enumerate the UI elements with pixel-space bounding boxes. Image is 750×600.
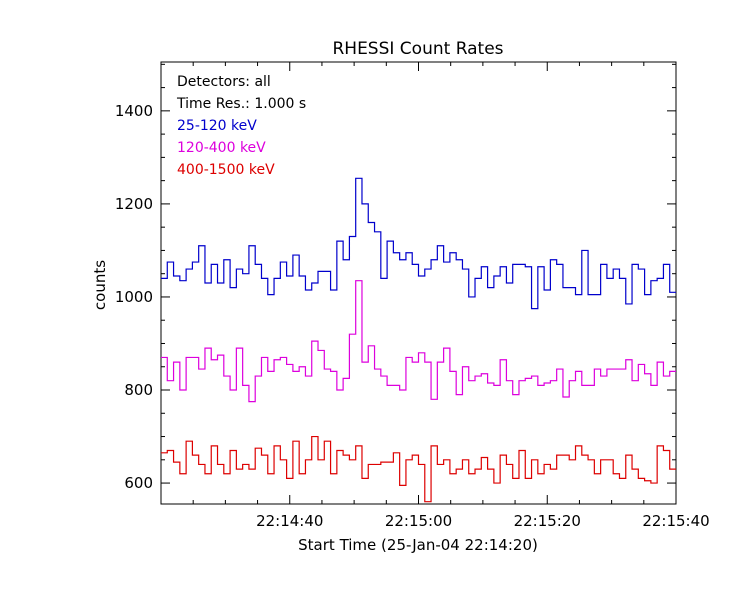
legend: Detectors: all Time Res.: 1.000 s 25-120… (176, 74, 306, 178)
x-tick-label: 22:15:00 (385, 512, 452, 530)
x-axis-label: Start Time (25-Jan-04 22:14:20) (298, 536, 538, 554)
legend-entry-400-1500: 400-1500 keV (177, 162, 275, 178)
y-tick-label: 1200 (115, 195, 153, 213)
y-axis-label: counts (91, 260, 109, 310)
y-tick-label: 800 (124, 381, 153, 399)
x-tick-label: 22:15:40 (642, 512, 709, 530)
y-tick-label: 1400 (115, 102, 153, 120)
legend-entry-120-400: 120-400 keV (177, 140, 266, 156)
legend-entry-25-120: 25-120 keV (177, 118, 257, 134)
y-tick-label: 1000 (115, 288, 153, 306)
series-120-400-kev (161, 280, 676, 403)
plot-area: 600 800 1000 1200 1400 22:14:40 22:15:00 22:15… (115, 61, 710, 530)
x-tick-label: 22:14:40 (256, 512, 323, 530)
series-layer (161, 177, 676, 503)
x-tick-label: 22:15:20 (514, 512, 581, 530)
annotation-detectors: Detectors: all (177, 74, 271, 90)
y-axis: 600 800 1000 1200 1400 (115, 63, 676, 492)
series-400-1500-kev (161, 435, 676, 503)
series-25-120-kev (161, 177, 676, 310)
x-axis: 22:14:40 22:15:00 22:15:20 22:15:40 (192, 62, 710, 530)
chart-title: RHESSI Count Rates (332, 39, 503, 59)
y-tick-label: 600 (124, 474, 153, 492)
annotation-time-res: Time Res.: 1.000 s (176, 96, 306, 112)
